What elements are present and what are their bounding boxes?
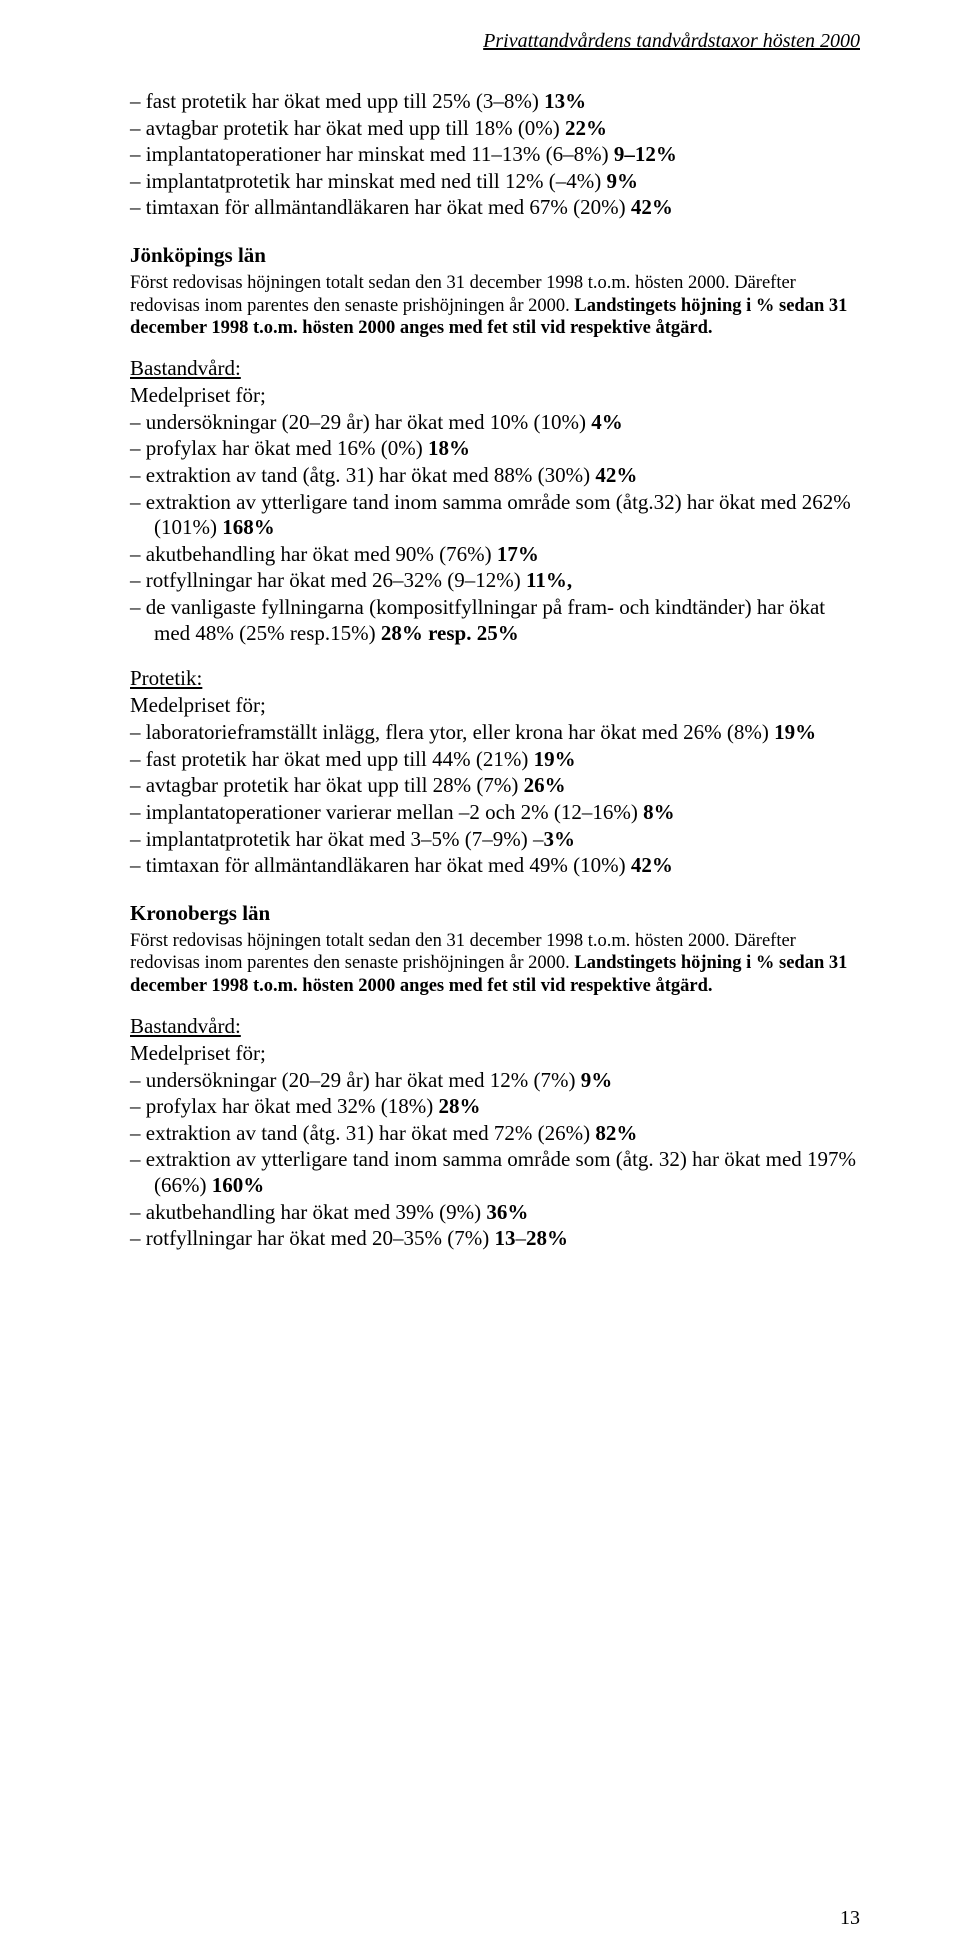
group-heading: Protetik: [130,666,860,691]
page-number: 13 [840,1907,860,1930]
page-header: Privattandvårdens tandvårdstaxor hösten … [130,30,860,53]
list-item: implantatoperationer varierar mellan –2 … [130,800,860,826]
group-lead: Medelpriset för; [130,1041,860,1066]
document-page: Privattandvårdens tandvårdstaxor hösten … [0,0,960,1960]
group-heading: Bastandvård: [130,1014,860,1039]
list-item: rotfyllningar har ökat med 20–35% (7%) 1… [130,1226,860,1252]
list-item: timtaxan för allmäntandläkaren har ökat … [130,853,860,879]
list-item: undersökningar (20–29 år) har ökat med 1… [130,1068,860,1094]
list-item: implantatprotetik har ökat med 3–5% (7–9… [130,827,860,853]
group-list: laboratorieframställt inlägg, flera ytor… [130,720,860,879]
top-list: fast protetik har ökat med upp till 25% … [130,89,860,221]
list-item: profylax har ökat med 32% (18%) 28% [130,1094,860,1120]
list-item: laboratorieframställt inlägg, flera ytor… [130,720,860,746]
section-intro: Först redovisas höjningen totalt sedan d… [130,930,860,998]
list-item: fast protetik har ökat med upp till 44% … [130,747,860,773]
list-item: akutbehandling har ökat med 39% (9%) 36% [130,1200,860,1226]
list-item: avtagbar protetik har ökat upp till 28% … [130,773,860,799]
section-title: Kronobergs län [130,901,860,926]
group-lead: Medelpriset för; [130,383,860,408]
list-item: implantatoperationer har minskat med 11–… [130,142,860,168]
list-item: extraktion av tand (åtg. 31) har ökat me… [130,463,860,489]
group-list: undersökningar (20–29 år) har ökat med 1… [130,1068,860,1252]
section-title: Jönköpings län [130,243,860,268]
list-item: rotfyllningar har ökat med 26–32% (9–12%… [130,568,860,594]
list-item: extraktion av ytterligare tand inom samm… [130,490,860,541]
group-lead: Medelpriset för; [130,693,860,718]
group-heading: Bastandvård: [130,356,860,381]
list-item: akutbehandling har ökat med 90% (76%) 17… [130,542,860,568]
group-list: undersökningar (20–29 år) har ökat med 1… [130,410,860,646]
list-item: avtagbar protetik har ökat med upp till … [130,116,860,142]
list-item: extraktion av tand (åtg. 31) har ökat me… [130,1121,860,1147]
list-item: implantatprotetik har minskat med ned ti… [130,169,860,195]
section-intro: Först redovisas höjningen totalt sedan d… [130,272,860,340]
list-item: profylax har ökat med 16% (0%) 18% [130,436,860,462]
list-item: timtaxan för allmäntandläkaren har ökat … [130,195,860,221]
list-item: extraktion av ytterligare tand inom samm… [130,1147,860,1198]
list-item: undersökningar (20–29 år) har ökat med 1… [130,410,860,436]
list-item: de vanligaste fyllningarna (kompositfyll… [130,595,860,646]
list-item: fast protetik har ökat med upp till 25% … [130,89,860,115]
